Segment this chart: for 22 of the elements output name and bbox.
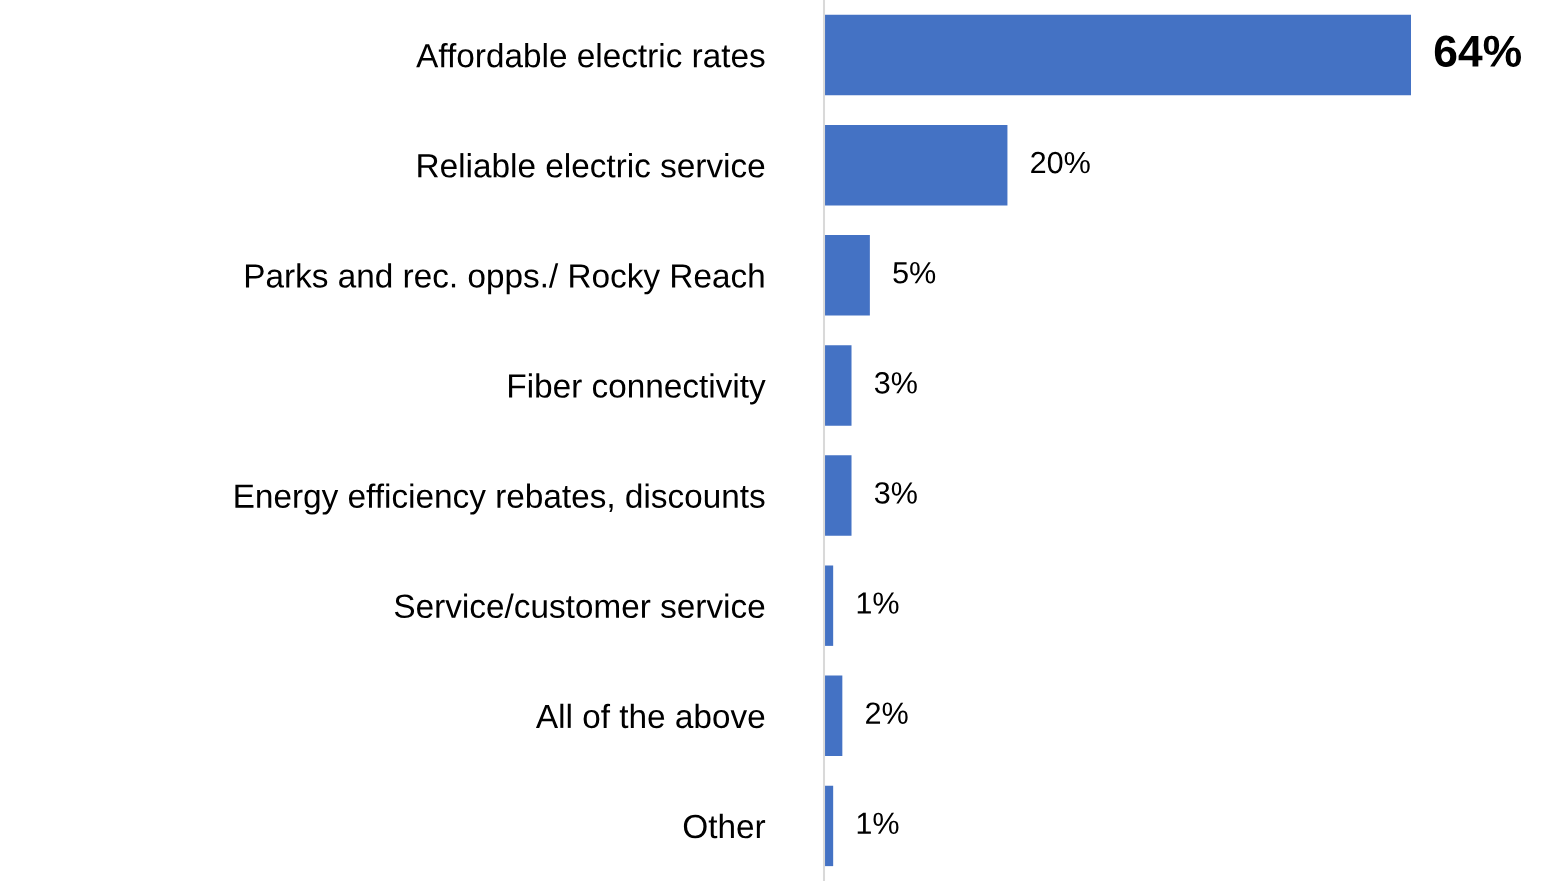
- data-label: 3%: [874, 372, 917, 394]
- bar: [824, 455, 852, 536]
- data-label: 64%: [1434, 35, 1522, 67]
- data-label: 2%: [866, 702, 908, 724]
- y-tick-label: Other: [683, 813, 766, 839]
- bar: [824, 124, 1008, 206]
- y-tick-label: Parks and rec. opps./ Rocky Reach: [245, 263, 764, 295]
- bar: [824, 235, 870, 316]
- bar: [824, 14, 1411, 96]
- y-tick-label: Energy efficiency rebates, discounts: [235, 483, 765, 515]
- data-label: 5%: [893, 262, 936, 284]
- y-tick-label: Service/customer service: [394, 593, 765, 619]
- bar: [824, 675, 843, 757]
- y-tick-label: All of the above: [535, 703, 765, 729]
- y-tick-label: Affordable electric rates: [416, 42, 765, 68]
- data-label: 1%: [857, 592, 899, 614]
- data-label: 20%: [1031, 151, 1090, 174]
- y-tick-label: Reliable electric service: [418, 153, 765, 178]
- data-label: 3%: [874, 482, 917, 504]
- data-label: 1%: [857, 812, 899, 835]
- y-tick-label: Fiber connectivity: [509, 373, 766, 405]
- bar: [824, 345, 852, 426]
